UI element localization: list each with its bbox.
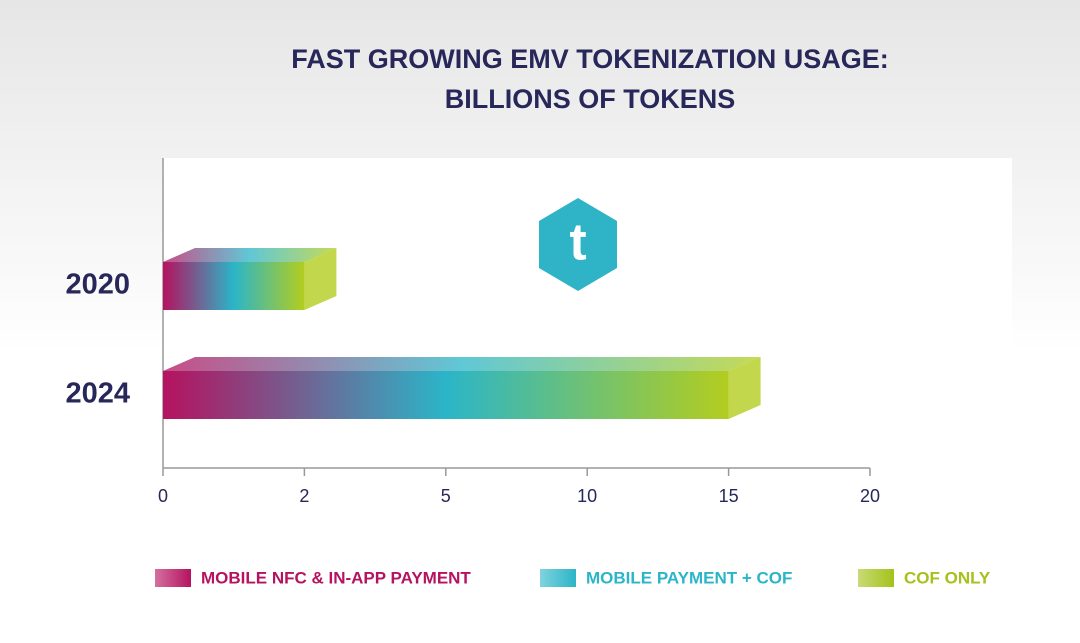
x-tick-label: 5 — [441, 486, 451, 506]
x-tick-label: 10 — [577, 486, 597, 506]
x-tick-label: 15 — [719, 486, 739, 506]
logo-text: t — [569, 214, 586, 272]
legend-label: MOBILE NFC & IN-APP PAYMENT — [201, 568, 471, 587]
chart-title: FAST GROWING EMV TOKENIZATION USAGE: — [291, 44, 889, 74]
y-tick-label: 2024 — [65, 378, 130, 410]
y-tick-label: 2020 — [65, 269, 130, 301]
bar — [163, 357, 761, 419]
bar-top — [163, 357, 761, 371]
bar — [163, 248, 337, 310]
x-tick-label: 0 — [158, 486, 168, 506]
chart-title: BILLIONS OF TOKENS — [445, 84, 736, 114]
bar-side — [304, 248, 337, 310]
legend-label: MOBILE PAYMENT + COF — [586, 568, 792, 587]
legend-swatch — [858, 569, 894, 587]
bar-front — [163, 262, 305, 310]
legend-swatch — [155, 569, 191, 587]
legend-swatch — [540, 569, 576, 587]
bar-top — [163, 248, 337, 262]
bar-side — [728, 357, 761, 419]
legend-label: COF ONLY — [904, 568, 991, 587]
logo — [539, 198, 617, 291]
x-tick-label: 20 — [860, 486, 880, 506]
x-tick-label: 2 — [299, 486, 309, 506]
bar-front — [163, 371, 729, 419]
